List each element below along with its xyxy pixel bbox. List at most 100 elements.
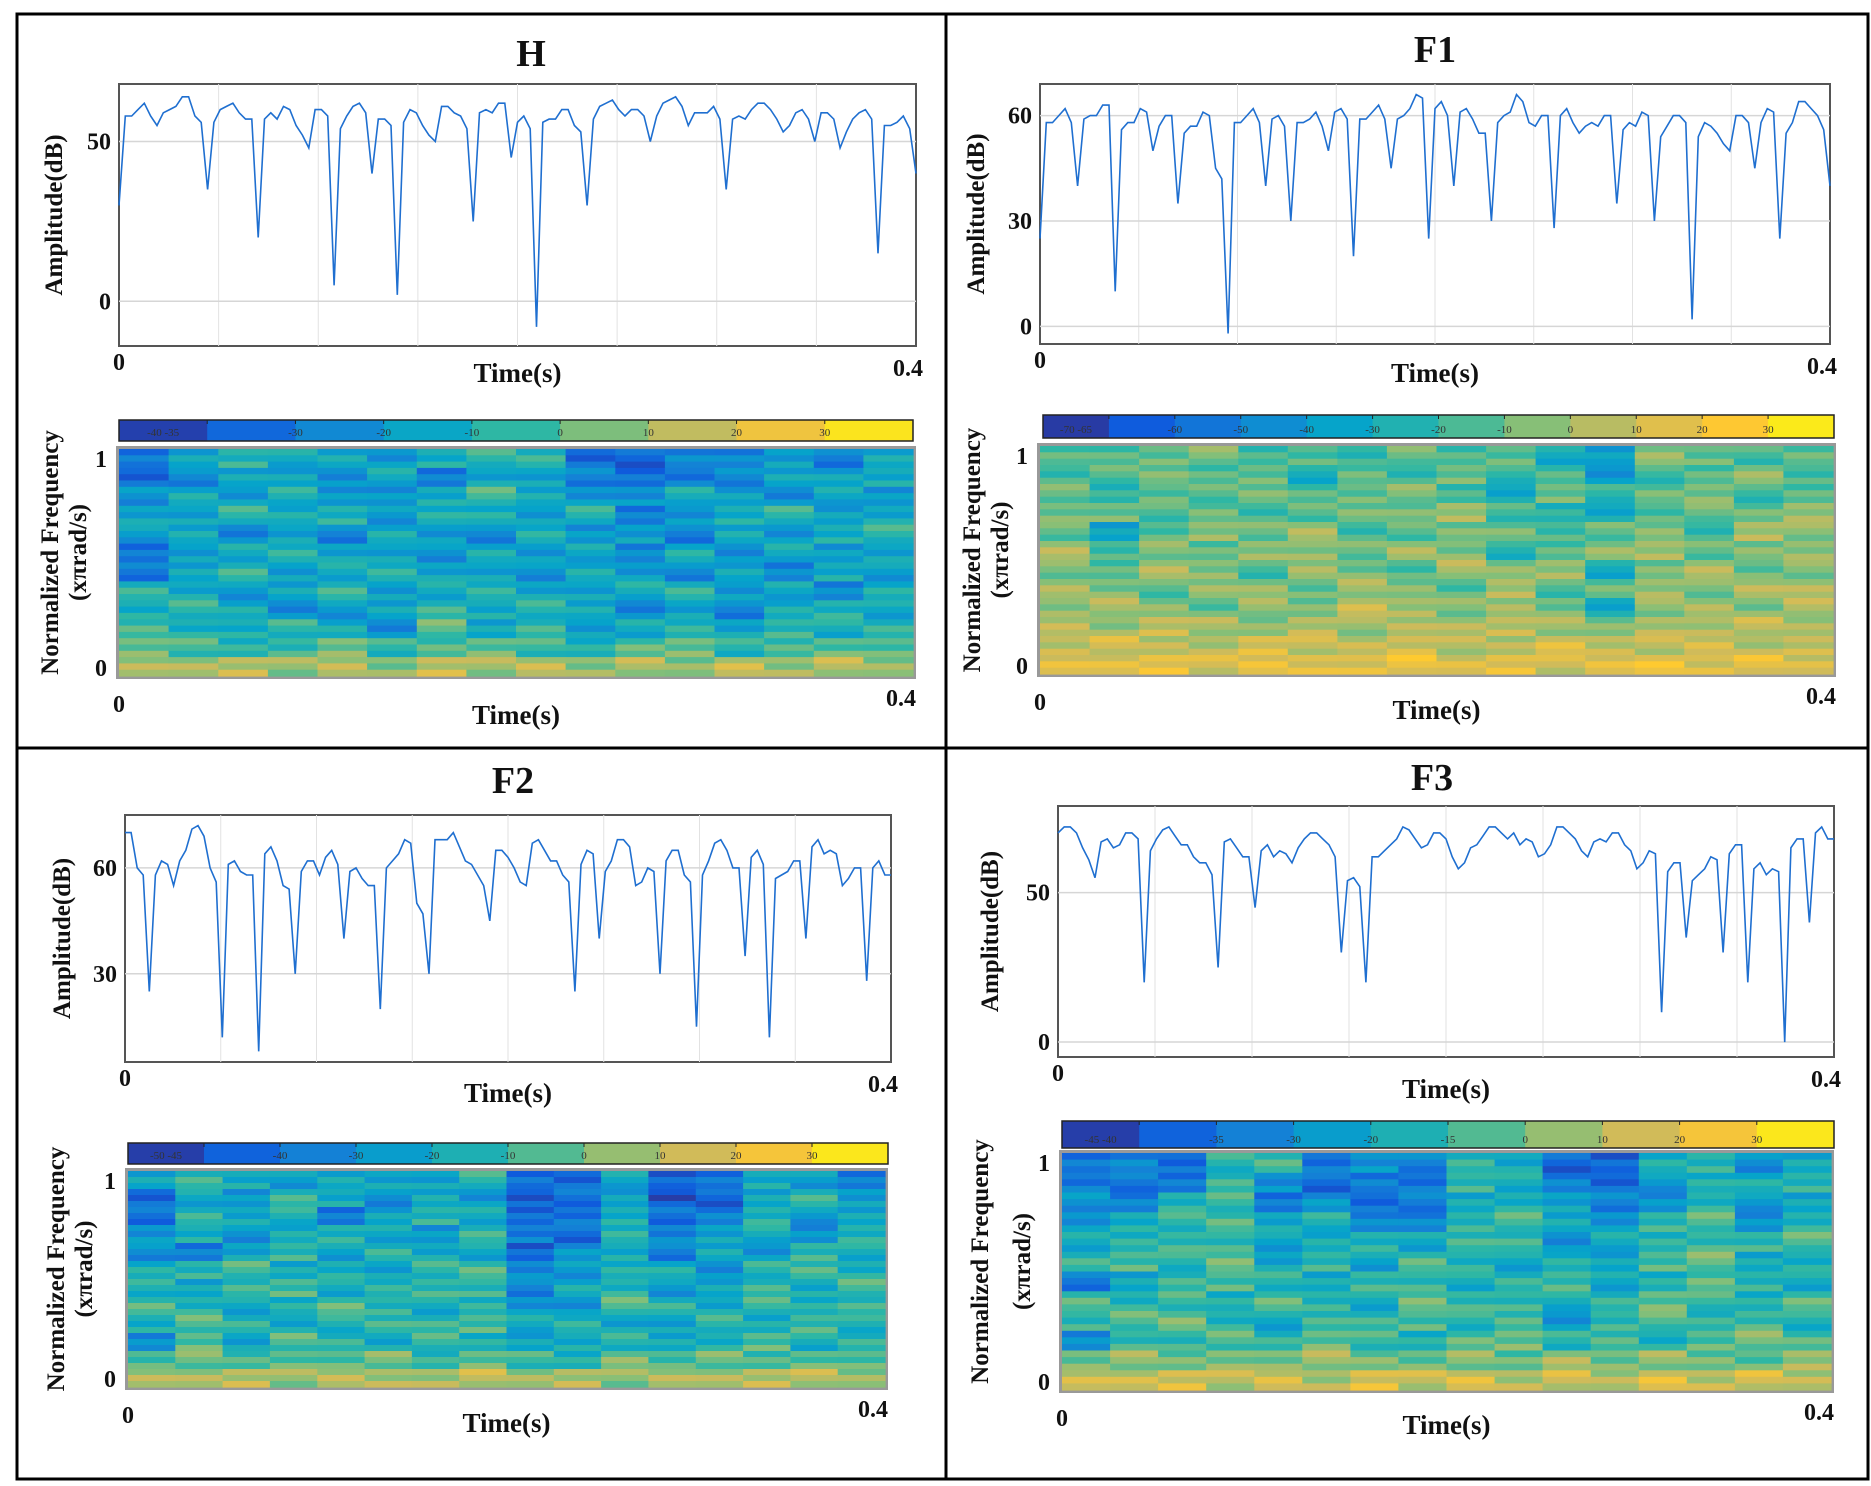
heatmap-cell — [1254, 1218, 1303, 1226]
heatmap-cell — [269, 1195, 318, 1202]
heatmap-cell — [1238, 648, 1289, 656]
heatmap-cell — [1062, 1258, 1111, 1266]
heatmap-cell — [553, 1273, 602, 1280]
heatmap-cell — [813, 663, 864, 671]
heatmap-cell — [1398, 1271, 1448, 1279]
heatmap-cell — [506, 1195, 555, 1202]
heatmap-cell — [1206, 1278, 1255, 1286]
colorbar-band — [204, 1143, 281, 1164]
heatmap-cell — [168, 524, 219, 532]
heatmap-cell — [1337, 553, 1388, 561]
heatmap-cell — [664, 581, 716, 589]
heatmap-cell — [175, 1195, 224, 1202]
heatmap-cell — [813, 512, 864, 519]
heatmap-cell — [863, 474, 914, 482]
heatmap-cell — [714, 631, 765, 639]
heatmap-cell — [863, 531, 914, 538]
heatmap-cell — [1634, 642, 1685, 650]
heatmap-cell — [553, 1255, 602, 1262]
heatmap-cell — [1158, 1376, 1207, 1384]
heatmap-cell — [1206, 1383, 1255, 1391]
heatmap-cell — [1287, 458, 1338, 466]
heatmap-cell — [516, 638, 567, 646]
heatmap-cell — [1686, 1370, 1736, 1378]
heatmap-cell — [364, 1381, 413, 1388]
heatmap-cell — [601, 1333, 649, 1340]
heatmap-cell — [168, 543, 219, 551]
heatmap-cell — [1585, 642, 1636, 650]
colorbar-band — [1679, 1121, 1758, 1148]
heatmap-cell — [1585, 572, 1636, 580]
heatmap-cell — [1350, 1330, 1400, 1338]
heatmap-cell — [764, 449, 815, 456]
heatmap-cell — [837, 1273, 886, 1280]
heatmap-cell — [1486, 465, 1537, 472]
heatmap-cell — [664, 587, 716, 595]
heatmap-cell — [364, 1213, 413, 1220]
heatmap-cell — [1158, 1179, 1207, 1187]
heatmap-cell — [565, 575, 616, 582]
heatmap-cell — [466, 524, 517, 532]
heatmap-cell — [1486, 534, 1537, 542]
heatmap-cell — [1734, 1291, 1784, 1299]
heatmap-cell — [1684, 642, 1735, 650]
heatmap-cell — [367, 461, 418, 469]
heatmap-cell — [367, 512, 418, 519]
heatmap-cell — [553, 1327, 602, 1334]
heatmap-cell — [1238, 528, 1289, 536]
heatmap-cell — [714, 600, 765, 608]
heatmap-cell — [317, 512, 368, 519]
heatmap-cell — [764, 455, 815, 463]
heatmap-cell — [1350, 1357, 1400, 1365]
heatmap-cell — [1287, 515, 1338, 523]
heatmap-cell — [648, 1231, 697, 1238]
heatmap-cell — [222, 1177, 271, 1184]
heatmap-cell — [1139, 617, 1190, 624]
heatmap-cell — [1684, 484, 1735, 491]
heatmap-cell — [317, 1345, 366, 1352]
heatmap-cell — [1734, 1311, 1784, 1319]
heatmap-cell — [367, 549, 418, 557]
heatmap-cell — [1446, 1185, 1496, 1194]
heatmap-cell — [459, 1321, 508, 1328]
heatmap-cell — [1158, 1324, 1207, 1332]
heatmap-cell — [516, 461, 567, 469]
heatmap-cell — [695, 1285, 744, 1292]
heatmap-cell — [1158, 1232, 1207, 1240]
heatmap-cell — [168, 594, 219, 601]
heatmap-cell — [1350, 1311, 1400, 1319]
heatmap-cell — [1089, 496, 1140, 504]
heatmap-cell — [1734, 1218, 1784, 1226]
heatmap-cell — [1206, 1363, 1255, 1371]
heatmap-cell — [1188, 610, 1239, 618]
heatmap-cell — [1585, 471, 1636, 479]
heatmap-cell — [269, 1267, 318, 1274]
heatmap-cell — [1139, 661, 1190, 669]
colorbar-tick-label: -45 -40 — [1085, 1134, 1118, 1146]
heatmap-cell — [1062, 1179, 1111, 1187]
heatmap-cell — [317, 518, 368, 526]
heatmap-cell — [1139, 610, 1190, 618]
heatmap-cell — [411, 1213, 460, 1220]
colorbar-tick-label: -50 — [1233, 424, 1248, 436]
heatmap-cell — [1535, 509, 1586, 517]
heatmap-cell — [411, 1279, 460, 1286]
heatmap-cell — [466, 455, 517, 463]
y-axis-label: Normalized Frequency — [37, 430, 64, 675]
heatmap-cell — [1350, 1199, 1400, 1207]
y-tick-label: 1 — [1016, 444, 1028, 470]
heatmap-cell — [1494, 1166, 1544, 1174]
heatmap-cell — [1188, 617, 1239, 624]
heatmap-cell — [1590, 1363, 1640, 1371]
heatmap-cell — [1139, 642, 1190, 650]
heatmap-cell — [1302, 1324, 1351, 1332]
heatmap-cell — [1254, 1251, 1303, 1259]
heatmap-cell — [1638, 1363, 1688, 1371]
heatmap-cell — [506, 1369, 555, 1376]
heatmap-cell — [714, 556, 765, 564]
heatmap-cell — [1585, 604, 1636, 612]
heatmap-cell — [1590, 1370, 1640, 1378]
heatmap-cell — [1110, 1238, 1159, 1246]
heatmap-cell — [714, 562, 765, 570]
heatmap-cell — [1684, 465, 1735, 472]
